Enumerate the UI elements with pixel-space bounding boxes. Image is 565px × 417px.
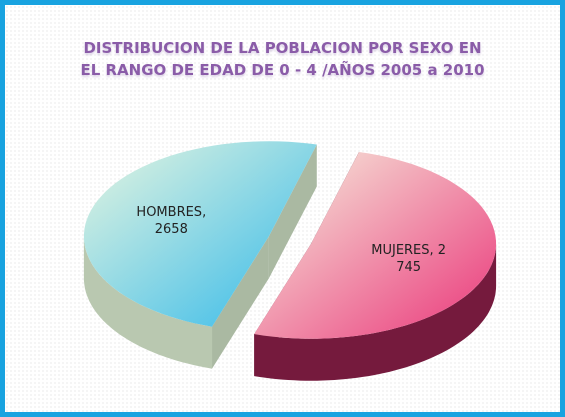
slice-side <box>212 236 269 369</box>
chart-title: DISTRIBUCION DE LA POBLACION POR SEXO EN… <box>80 39 485 79</box>
data-label: MUJERES, 2745 <box>371 242 447 275</box>
slice <box>83 141 317 327</box>
data-label: HOMBRES, 2658 <box>136 205 207 238</box>
plot <box>83 141 497 381</box>
slice-side <box>83 236 213 369</box>
slice-side <box>254 243 497 381</box>
slice-side <box>268 144 317 279</box>
slice <box>254 152 497 339</box>
